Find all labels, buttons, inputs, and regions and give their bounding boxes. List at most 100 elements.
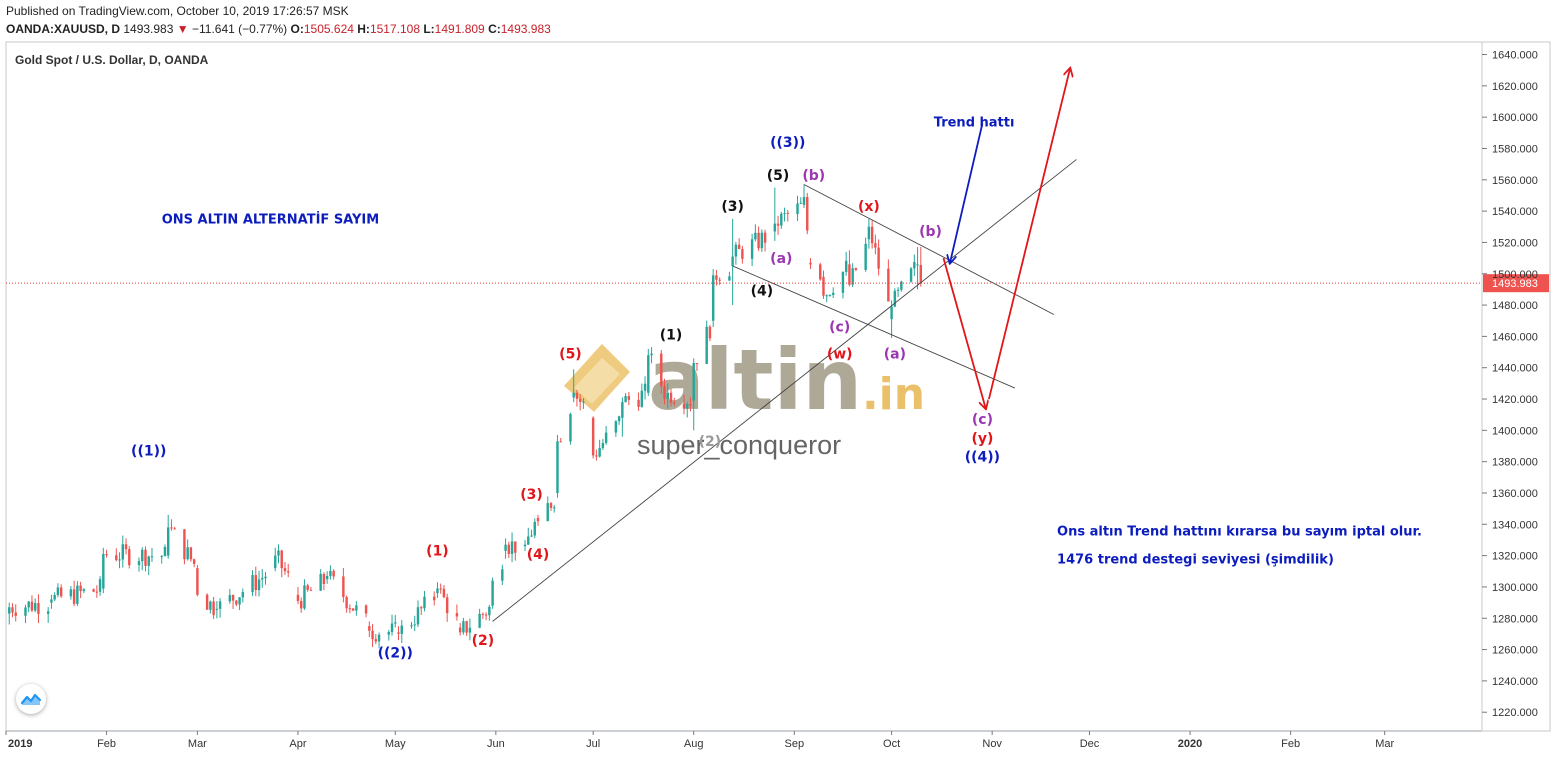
candle [715, 275, 718, 280]
candle [163, 546, 167, 557]
upper-channel-line [803, 184, 1055, 315]
candle [345, 597, 348, 609]
candle [523, 544, 527, 547]
candle [397, 632, 400, 634]
candle [348, 608, 352, 610]
candle [757, 232, 760, 249]
candle [124, 544, 128, 550]
candle [507, 544, 511, 554]
annotation-text: 1476 trend destegi seviyesi (şimdilik) [1057, 552, 1334, 567]
price-axis[interactable] [1481, 41, 1551, 732]
candle [150, 556, 154, 558]
y-tick-label: 1280.000 [1492, 613, 1538, 625]
candle [731, 256, 734, 266]
candle [283, 568, 287, 572]
candle [37, 603, 40, 614]
candle [481, 613, 485, 615]
wave-label: (5) [559, 346, 582, 362]
last-price-tag-label: 1493.983 [1492, 278, 1538, 290]
candle [319, 573, 322, 591]
candle [24, 607, 27, 616]
up-arrow [988, 69, 1070, 400]
candle [166, 527, 170, 556]
candle [491, 580, 494, 606]
candle [287, 571, 290, 573]
candle [909, 268, 913, 282]
y-tick-label: 1300.000 [1492, 582, 1538, 594]
x-tick-label: 2019 [8, 738, 32, 750]
candle [484, 614, 488, 616]
watermark-user: super_conqueror [637, 430, 841, 460]
candle [228, 595, 232, 602]
low-value: 1491.809 [434, 22, 485, 36]
candle [364, 605, 368, 614]
wave-label: (4) [527, 547, 550, 563]
down-arrow [942, 257, 986, 408]
candle [877, 247, 880, 269]
candle [11, 607, 14, 613]
x-tick-label: Jul [586, 738, 600, 750]
candle [851, 268, 854, 285]
candle [445, 597, 449, 614]
candle [643, 383, 647, 391]
annotation-text: Ons altın Trend hattını kırarsa bu sayım… [1057, 524, 1422, 539]
candle [578, 398, 582, 402]
candle [79, 585, 82, 592]
candle [212, 601, 215, 616]
x-tick-label: Oct [883, 738, 900, 750]
candle [896, 289, 900, 291]
candle [257, 579, 261, 591]
drawings: 1493.983 [6, 69, 1549, 622]
tradingview-icon [20, 693, 42, 705]
candle [893, 290, 897, 307]
candle [374, 639, 378, 642]
wave-label: (y) [971, 431, 993, 447]
candle [708, 326, 712, 339]
candle [809, 262, 812, 265]
candle [209, 601, 212, 610]
wave-label: (a) [884, 346, 906, 362]
candle [196, 568, 199, 595]
wave-label: (c) [829, 320, 850, 336]
y-tick-label: 1460.000 [1492, 331, 1538, 343]
chart-area[interactable] [5, 41, 1483, 732]
x-tick-label: Jun [487, 738, 505, 750]
y-tick-label: 1480.000 [1492, 300, 1538, 312]
wave-label: (x) [858, 199, 880, 215]
candle [900, 281, 903, 290]
candle [887, 268, 890, 302]
candle [533, 521, 536, 536]
trend-hatti-arrow [950, 123, 984, 262]
candle [822, 276, 825, 296]
y-tick-label: 1360.000 [1492, 488, 1538, 500]
candle [514, 541, 517, 553]
candle [864, 243, 867, 270]
tradingview-logo-button[interactable] [16, 684, 46, 714]
candle [591, 417, 595, 456]
candle [8, 607, 11, 614]
candle [617, 416, 621, 422]
candle [329, 570, 332, 576]
candle [527, 536, 530, 545]
wave-label: (1) [660, 328, 683, 344]
candle [598, 447, 601, 457]
candle [501, 569, 504, 581]
candle [647, 355, 650, 393]
candle [478, 613, 481, 628]
candle [355, 605, 358, 611]
candle [796, 203, 799, 214]
candle [141, 549, 144, 562]
candle [277, 550, 280, 556]
wave-label: (b) [919, 224, 942, 240]
candle [303, 585, 306, 609]
candle [776, 223, 780, 226]
symbol: OANDA:XAUUSD, D [6, 22, 120, 36]
wave-label: ((2)) [378, 645, 413, 661]
x-tick-label: Apr [289, 738, 306, 750]
candle [72, 589, 76, 604]
y-tick-label: 1380.000 [1492, 457, 1538, 469]
candle [913, 262, 916, 269]
change-value: −11.641 (−0.77%) [191, 22, 288, 36]
x-axis: 2019 Feb Mar Apr May Jun Jul Aug Sep Oct Nov Dec 202… [5, 731, 1394, 750]
